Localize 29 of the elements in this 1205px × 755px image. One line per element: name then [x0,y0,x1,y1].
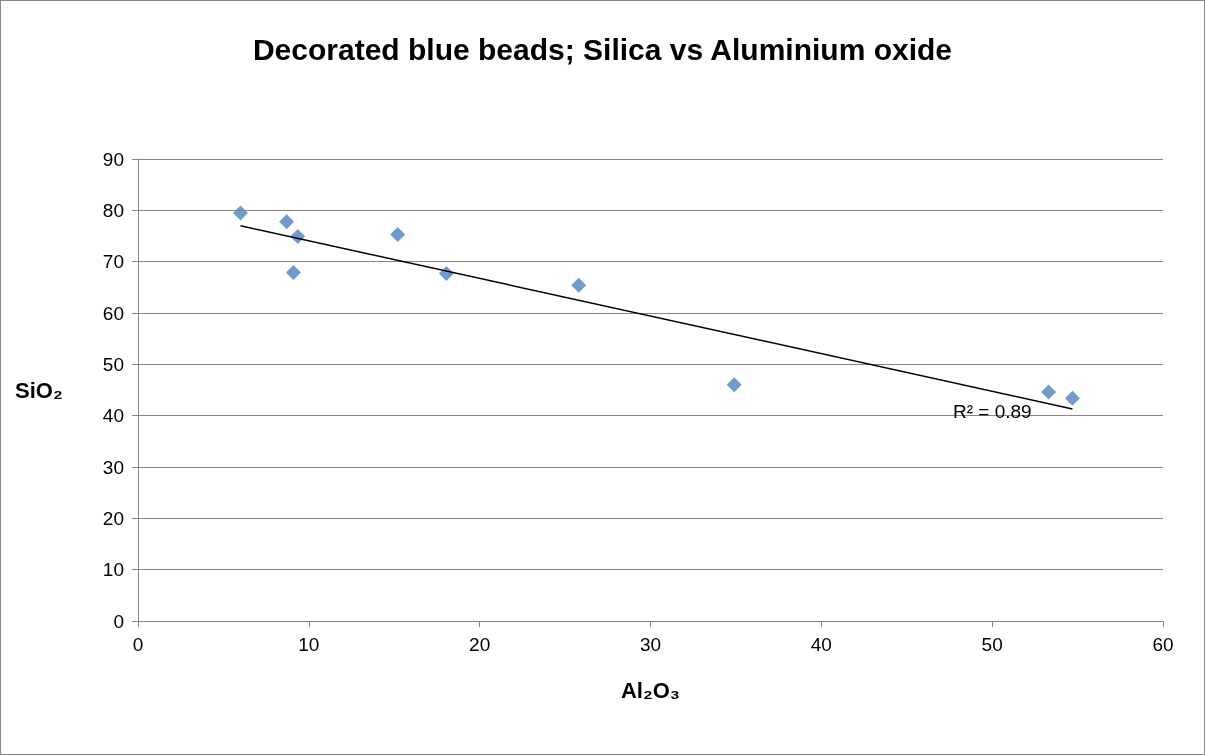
point [1041,384,1057,400]
y-tick-label: 40 [102,405,124,427]
point [390,226,406,242]
x-tick-label: 10 [298,634,320,655]
point [726,377,742,393]
x-tick-label: 40 [810,634,832,655]
y-tick-label: 20 [102,507,124,529]
y-tick-label: 70 [102,251,124,273]
point [1064,390,1080,406]
y-tick-label: 50 [102,353,124,375]
y-tick-label: 60 [102,302,124,324]
point [571,277,587,293]
x-tick-label: 20 [469,634,491,655]
x-tick-label: 30 [639,634,662,655]
y-axis-title: SiO₂ [15,377,63,403]
point [285,264,301,280]
annotation: R² = 0.89 [953,401,1032,422]
y-tick-label: 80 [102,199,124,221]
x-axis-title: Al₂O₃ [620,677,681,703]
y-tick-label: 0 [113,610,124,632]
y-tick-label: 10 [102,559,124,581]
point [279,214,295,230]
x-tick-label: 0 [132,634,144,655]
x-tick-label: 50 [981,634,1003,655]
chart-title: Decorated blue beads; Silica vs Aluminium oxide [252,32,953,66]
x-tick-label: 60 [1152,634,1174,655]
point [233,205,248,221]
y-tick-label: 90 [102,148,124,170]
y-tick-label: 30 [102,456,124,478]
